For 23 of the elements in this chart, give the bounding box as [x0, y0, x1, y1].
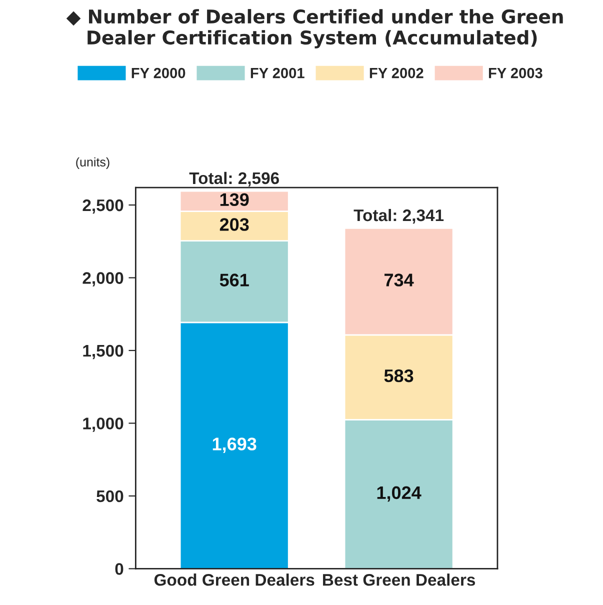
y-tick-label: 2,500: [82, 199, 124, 214]
data-label: 203: [220, 218, 249, 231]
x-tick-label: Best Green Dealers: [323, 574, 476, 586]
legend-label: FY 2000: [132, 68, 186, 78]
y-tick-label: 1,000: [83, 418, 124, 432]
data-label: 583: [384, 369, 414, 382]
data-label: 1,693: [212, 438, 256, 454]
y-axis-title: (units): [76, 157, 110, 169]
legend-label: FY 2002: [370, 68, 424, 78]
legend-label: FY 2003: [488, 68, 542, 78]
data-label: 561: [220, 274, 249, 286]
data-label: 1,024: [377, 486, 422, 502]
data-label: 734: [384, 274, 414, 286]
legend-label: FY 2001: [250, 68, 304, 78]
y-tick-label: 0: [115, 563, 124, 575]
chart-title: ◆ Number of Dealers Certified under the Green Dealer Certification System (Accumulated): [66, 9, 563, 48]
data-label: 139: [220, 193, 249, 206]
y-tick-label: 2,000: [82, 272, 124, 286]
total-label: Total: 2,341: [354, 208, 444, 224]
y-tick-label: 1,500: [83, 344, 124, 360]
total-label: Total: 2,596: [189, 172, 279, 187]
x-tick-label: Good Green Dealers: [154, 574, 314, 586]
y-tick-label: 500: [96, 490, 124, 502]
